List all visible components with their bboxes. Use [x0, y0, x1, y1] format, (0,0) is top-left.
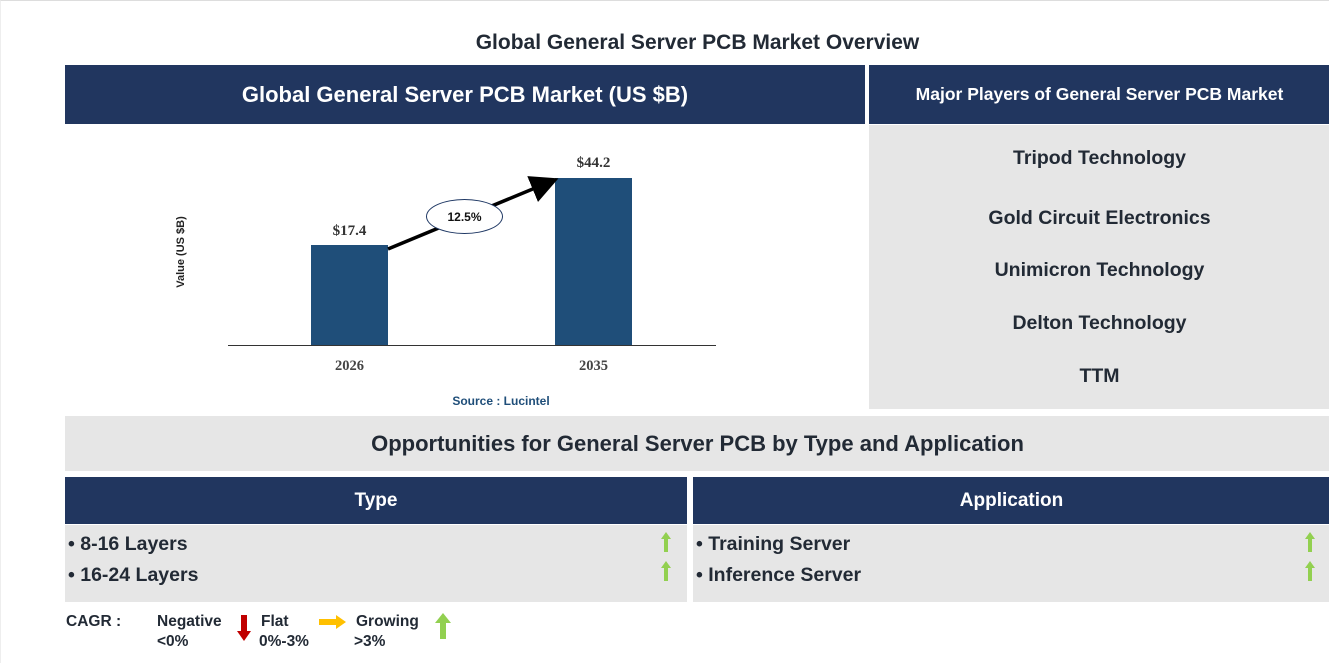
legend-growing-range: >3% — [354, 633, 386, 650]
player-item: TTM — [1079, 365, 1120, 387]
player-item: Unimicron Technology — [994, 259, 1205, 281]
growing-arrow-icon — [1305, 561, 1315, 581]
type-item: • 16-24 Layers — [68, 564, 199, 586]
growing-arrow-icon — [1305, 532, 1315, 552]
player-item: Delton Technology — [1012, 312, 1187, 334]
growing-arrow-icon — [661, 561, 671, 581]
players-list: Tripod Technology Gold Circuit Electroni… — [869, 125, 1329, 409]
page-title: Global General Server PCB Market Overvie… — [475, 31, 920, 54]
application-item: • Inference Server — [696, 564, 862, 586]
x-axis — [228, 345, 716, 346]
bar-value-2035: $44.2 — [576, 155, 611, 171]
application-item: • Training Server — [696, 533, 851, 555]
cagr-label: 12.5% — [426, 199, 503, 234]
bar-value-2026: $17.4 — [332, 223, 367, 239]
bar-2026 — [311, 245, 388, 345]
source-label: Source : Lucintel — [452, 394, 550, 408]
negative-arrow-icon — [237, 615, 251, 641]
legend-negative-name: Negative — [157, 613, 222, 630]
opportunities-header: Opportunities for General Server PCB by … — [65, 416, 1329, 471]
legend-growing-name: Growing — [356, 613, 419, 630]
bar-2035 — [555, 178, 632, 345]
legend-cagr-label: CAGR : — [66, 613, 122, 630]
legend-flat-range: 0%-3% — [259, 633, 309, 650]
application-header: Application — [693, 477, 1329, 524]
player-item: Gold Circuit Electronics — [988, 207, 1211, 229]
legend-negative-range: <0% — [157, 633, 189, 650]
players-header: Major Players of General Server PCB Mark… — [869, 65, 1329, 124]
x-tick-2026: 2026 — [335, 358, 364, 374]
type-header: Type — [65, 477, 687, 524]
legend-flat-name: Flat — [261, 613, 289, 630]
growing-arrow-icon — [435, 613, 451, 639]
chart-panel-header: Global General Server PCB Market (US $B) — [65, 65, 865, 124]
flat-arrow-icon — [319, 615, 346, 629]
x-tick-2035: 2035 — [579, 358, 608, 374]
type-list: • 8-16 Layers • 16-24 Layers — [65, 525, 687, 602]
application-list: • Training Server • Inference Server — [693, 525, 1329, 602]
type-item: • 8-16 Layers — [68, 533, 188, 555]
growing-arrow-icon — [661, 532, 671, 552]
player-item: Tripod Technology — [1013, 147, 1186, 169]
